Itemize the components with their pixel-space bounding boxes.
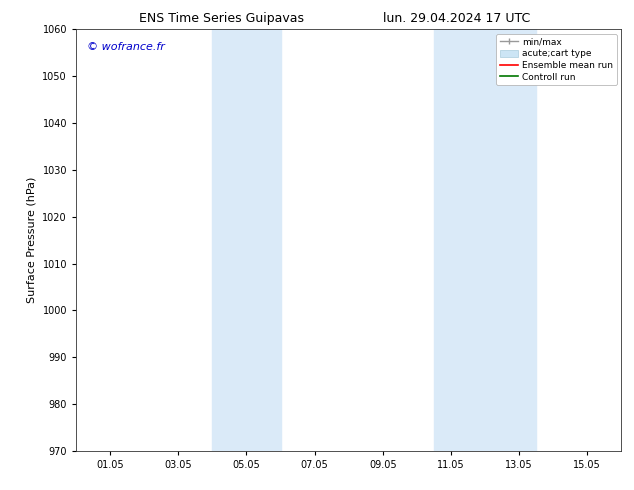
- Bar: [434, 29, 536, 451]
- Text: © wofrance.fr: © wofrance.fr: [87, 42, 165, 52]
- Legend: min/max, acute;cart type, Ensemble mean run, Controll run: min/max, acute;cart type, Ensemble mean …: [496, 34, 617, 85]
- Y-axis label: Surface Pressure (hPa): Surface Pressure (hPa): [27, 177, 37, 303]
- Text: ENS Time Series Guipavas: ENS Time Series Guipavas: [139, 12, 304, 25]
- Bar: [212, 29, 280, 451]
- Text: lun. 29.04.2024 17 UTC: lun. 29.04.2024 17 UTC: [383, 12, 530, 25]
